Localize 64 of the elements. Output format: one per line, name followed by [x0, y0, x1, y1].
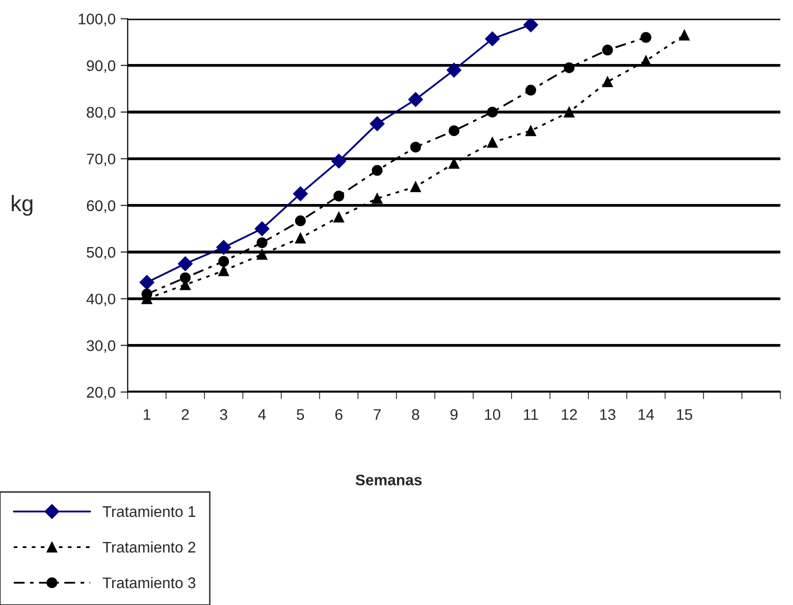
point — [564, 62, 575, 74]
x-tick-label: 12 — [562, 409, 577, 420]
legend-label: Tratamiento 1 — [102, 506, 196, 517]
x-tick-label: 2 — [182, 409, 189, 420]
point — [487, 137, 498, 148]
point — [139, 274, 154, 290]
point — [446, 62, 462, 78]
x-tick-label: 8 — [412, 409, 420, 420]
point — [410, 181, 421, 192]
point — [525, 84, 536, 96]
x-tick-label: 9 — [450, 409, 458, 420]
x-tick-label: 1 — [144, 409, 150, 420]
y-tick-label: 100,0 — [78, 14, 116, 26]
point — [525, 125, 536, 136]
legend-label: Tratamiento 2 — [102, 541, 196, 553]
point — [254, 221, 270, 236]
y-tick-label: 40,0 — [86, 294, 116, 306]
point — [178, 256, 193, 272]
point — [256, 237, 268, 248]
point — [448, 125, 460, 136]
x-tick-label: 10 — [485, 409, 500, 420]
point — [256, 249, 268, 260]
point — [564, 106, 575, 118]
x-tick-label: 15 — [677, 409, 692, 420]
point — [370, 116, 385, 132]
x-tick-label: 14 — [638, 409, 654, 420]
legend-label: Tratamiento 3 — [102, 577, 196, 588]
point — [218, 256, 230, 267]
x-tick-label: 6 — [335, 409, 342, 420]
x-tick-label: 11 — [524, 409, 538, 420]
x-tick-label: 4 — [258, 409, 266, 420]
point — [484, 31, 500, 46]
point — [523, 18, 538, 32]
point — [408, 92, 423, 107]
point — [295, 232, 306, 244]
point — [410, 142, 421, 152]
y-tick-label: 80,0 — [86, 106, 116, 120]
point — [678, 30, 690, 40]
x-axis-title: Semanas — [356, 474, 422, 486]
point — [333, 190, 344, 202]
point — [218, 265, 230, 276]
point — [295, 215, 306, 226]
point — [331, 154, 346, 168]
x-tick-label: 5 — [296, 409, 304, 420]
point — [293, 186, 308, 202]
y-tick-label: 20,0 — [86, 386, 116, 400]
point — [180, 272, 191, 284]
x-tick-label: 7 — [374, 409, 381, 420]
point — [487, 106, 498, 118]
point — [640, 32, 652, 43]
y-tick-label: 50,0 — [86, 246, 116, 260]
point — [333, 212, 344, 222]
y-tick-label: 90,0 — [86, 60, 116, 73]
y-tick-label: 30,0 — [86, 340, 116, 353]
point — [602, 44, 613, 56]
x-tick-label: 13 — [600, 409, 616, 420]
point — [372, 165, 383, 176]
point — [602, 76, 613, 88]
y-axis-title: kg — [12, 195, 32, 216]
y-tick-label: 60,0 — [86, 200, 116, 213]
x-tick-label: 3 — [220, 409, 228, 420]
point — [372, 193, 383, 204]
point — [216, 240, 232, 255]
y-tick-label: 70,0 — [86, 154, 116, 166]
